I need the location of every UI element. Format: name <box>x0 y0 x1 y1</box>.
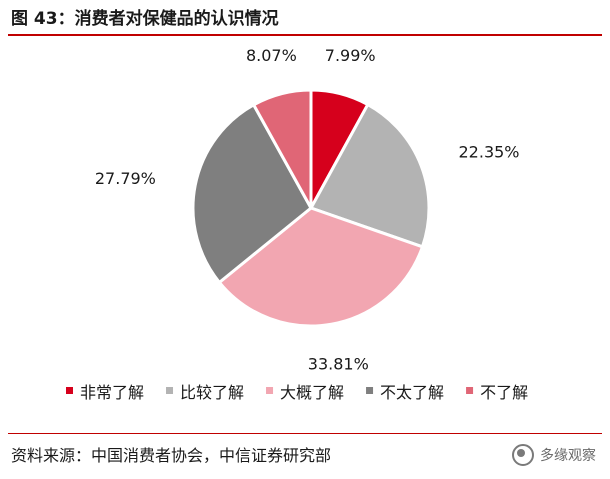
pie-slices <box>191 88 431 328</box>
pie-slice-3 <box>217 206 424 328</box>
watermark: 多缘观察 <box>512 444 596 466</box>
legend-label-5: 不了解 <box>480 383 528 402</box>
pie-chart: 7.99% 22.35% 33.81% 27.79% 8.07% 非常了解 比较了解 大概了… <box>66 46 528 402</box>
legend-label-2: 比较了解 <box>180 383 244 402</box>
legend-swatch-4 <box>366 387 374 394</box>
legend-swatch-1 <box>66 387 73 394</box>
wechat-icon <box>512 444 534 466</box>
pie-slice-2 <box>309 103 431 249</box>
data-label-3: 33.81% <box>308 355 369 374</box>
title-rule <box>8 34 602 36</box>
legend-label-1: 非常了解 <box>80 383 144 402</box>
watermark-text: 多缘观察 <box>540 448 596 464</box>
legend-label-3: 大概了解 <box>280 383 344 402</box>
pie-slice-4 <box>191 103 313 284</box>
legend-swatch-3 <box>266 387 274 394</box>
legend-swatch-2 <box>166 387 174 394</box>
pie-data-labels: 7.99% 22.35% 33.81% 27.79% 8.07% <box>95 46 520 374</box>
data-label-4: 27.79% <box>95 169 156 188</box>
source-rule <box>8 433 602 434</box>
legend-label-4: 不太了解 <box>380 383 444 402</box>
data-label-5: 8.07% <box>246 46 297 65</box>
legend-swatch-5 <box>466 387 474 394</box>
source-note: 资料来源：中国消费者协会，中信证券研究部 <box>11 446 332 465</box>
chart-title: 图 43：消费者对保健品的认识情况 <box>11 9 279 29</box>
data-label-1: 7.99% <box>325 46 376 65</box>
data-label-2: 22.35% <box>459 142 520 161</box>
chart-legend: 非常了解 比较了解 大概了解 不太了解 不了解 <box>66 383 528 402</box>
pie-slice-5 <box>252 88 313 210</box>
